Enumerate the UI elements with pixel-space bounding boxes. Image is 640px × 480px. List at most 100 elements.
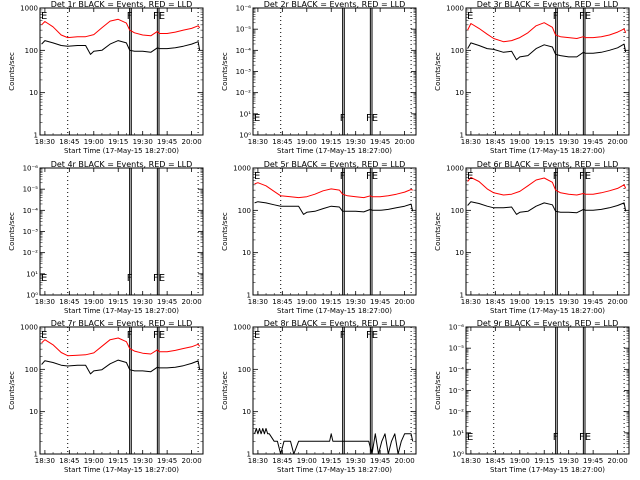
y-tick-label: 10⁻⁶	[23, 165, 39, 173]
x-tick-label: 19:45	[583, 138, 603, 146]
flag-label-f: F	[553, 11, 559, 22]
panel-det-6: Det 6r BLACK = Events, RED = LLD 18:30 18:…	[434, 160, 630, 315]
y-tick-label: 1	[34, 451, 38, 459]
x-tick-label: 19:00	[84, 138, 104, 146]
flag-label-fe: FE	[153, 330, 165, 341]
x-tick-label: 20:00	[394, 138, 414, 146]
x-tick-label: 19:30	[133, 138, 153, 146]
flag-label-f: F	[553, 171, 559, 182]
plot-frame	[39, 326, 204, 455]
x-tick-label: 19:00	[84, 298, 104, 306]
flag-label-e: E	[254, 113, 260, 124]
y-tick-label: 10	[29, 89, 38, 97]
x-tick-label: 19:45	[370, 138, 390, 146]
x-tick-label: 18:45	[485, 138, 505, 146]
y-tick-label: 10⁻²	[236, 89, 252, 97]
plot-frame	[39, 167, 204, 296]
events-series-line	[41, 359, 201, 375]
y-tick-label: 1	[460, 132, 464, 140]
lld-series-line	[467, 22, 627, 43]
y-tick-label: 10⁻⁶	[449, 324, 465, 332]
panel-det-1: Det 1r BLACK = Events, RED = LLD 18:30 18:…	[8, 0, 204, 155]
panel-title: Det 6r BLACK = Events, RED = LLD	[477, 160, 619, 169]
x-axis-label: Start Time (17-May-15 18:27:00)	[277, 466, 392, 474]
x-axis-label: Start Time (17-May-15 18:27:00)	[490, 307, 605, 315]
lld-series-line	[41, 337, 201, 357]
y-tick-label: 10⁻⁴	[236, 47, 252, 55]
flag-label-e: E	[41, 273, 47, 284]
x-tick-label: 19:30	[346, 298, 366, 306]
plot-frame	[252, 7, 417, 136]
panel-det-3: Det 3r BLACK = Events, RED = LLD 18:30 18:…	[434, 0, 630, 155]
x-tick-label: 19:30	[346, 138, 366, 146]
x-tick-label: 18:30	[461, 138, 481, 146]
panel-det-2: Det 2r BLACK = Events, RED = LLD 18:30 18:…	[221, 0, 417, 155]
flag-label-f: F	[340, 330, 346, 341]
y-tick-label: 100	[238, 366, 251, 374]
x-tick-label: 19:00	[510, 138, 530, 146]
panel-title: Det 2r BLACK = Events, RED = LLD	[264, 0, 406, 9]
x-tick-label: 18:30	[35, 457, 55, 465]
plot-frame	[252, 326, 417, 455]
flag-label-fe: FE	[366, 113, 378, 124]
x-tick-label: 19:15	[534, 298, 554, 306]
x-tick-label: 19:30	[133, 298, 153, 306]
x-tick-label: 19:45	[370, 298, 390, 306]
y-tick-label: 10	[242, 408, 251, 416]
y-tick-label: 1	[247, 292, 251, 300]
x-axis-label: Start Time (17-May-15 18:27:00)	[64, 147, 179, 155]
x-tick-label: 19:00	[510, 298, 530, 306]
panel-title: Det 5r BLACK = Events, RED = LLD	[264, 160, 406, 169]
panel-title: Det 7r BLACK = Events, RED = LLD	[51, 319, 193, 328]
flag-label-fe: FE	[579, 171, 591, 182]
x-tick-label: 20:00	[607, 138, 627, 146]
x-tick-label: 19:15	[108, 298, 128, 306]
x-tick-label: 19:00	[297, 298, 317, 306]
events-series-line	[41, 40, 201, 55]
y-tick-label: 10⁰	[26, 292, 38, 300]
events-series-line	[254, 201, 414, 215]
y-tick-label: 10	[29, 408, 38, 416]
y-tick-label: 1	[247, 451, 251, 459]
y-axis-label: Counts/sec	[434, 212, 442, 251]
y-axis-label: Counts/sec	[221, 212, 229, 251]
panel-title: Det 1r BLACK = Events, RED = LLD	[51, 0, 193, 9]
x-tick-label: 19:30	[133, 457, 153, 465]
y-tick-label: 10⁻⁴	[23, 207, 39, 215]
flag-label-e: E	[467, 11, 473, 22]
flag-label-fe: FE	[153, 273, 165, 284]
x-tick-label: 19:30	[559, 298, 579, 306]
flag-label-e: E	[467, 171, 473, 182]
x-axis-label: Start Time (17-May-15 18:27:00)	[64, 466, 179, 474]
x-tick-label: 19:30	[559, 138, 579, 146]
x-tick-label: 18:45	[272, 298, 292, 306]
x-tick-label: 19:15	[534, 138, 554, 146]
x-tick-label: 20:00	[607, 457, 627, 465]
lld-series-line	[467, 176, 627, 196]
y-tick-label: 1000	[20, 324, 38, 332]
flag-label-f: F	[127, 11, 133, 22]
x-tick-label: 18:45	[485, 457, 505, 465]
x-tick-label: 18:45	[272, 138, 292, 146]
flag-label-fe: FE	[153, 11, 165, 22]
y-tick-label: 10	[455, 89, 464, 97]
x-tick-label: 18:45	[272, 457, 292, 465]
x-tick-label: 19:00	[84, 457, 104, 465]
events-series-line	[467, 201, 627, 215]
lld-series-line	[41, 18, 201, 39]
flag-label-f: F	[127, 330, 133, 341]
plot-frame	[252, 167, 417, 296]
y-tick-label: 10¹	[239, 110, 251, 118]
x-tick-label: 19:15	[108, 138, 128, 146]
y-tick-label: 10⁻³	[236, 68, 252, 76]
x-tick-label: 18:30	[461, 298, 481, 306]
flag-label-f: F	[340, 113, 346, 124]
x-tick-label: 20:00	[181, 298, 201, 306]
flag-label-e: E	[254, 171, 260, 182]
x-tick-label: 19:30	[346, 457, 366, 465]
x-tick-label: 19:45	[583, 457, 603, 465]
flag-label-fe: FE	[366, 171, 378, 182]
plot-frame	[39, 7, 204, 136]
x-axis-label: Start Time (17-May-15 18:27:00)	[490, 466, 605, 474]
y-tick-label: 10¹	[452, 429, 464, 437]
